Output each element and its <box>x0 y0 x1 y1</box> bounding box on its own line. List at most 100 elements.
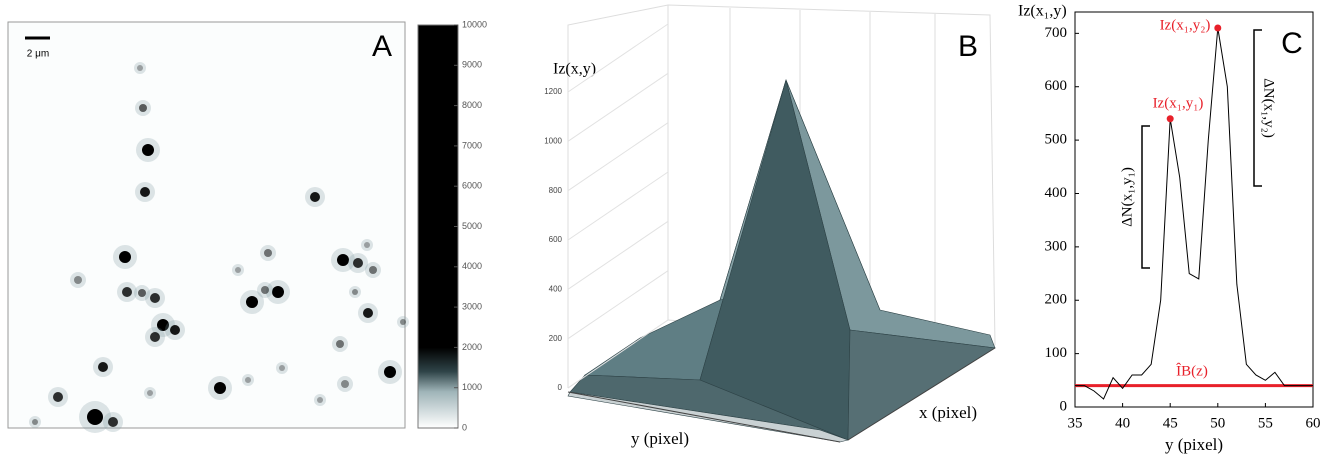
spot <box>138 289 146 297</box>
spot <box>235 267 241 273</box>
spot <box>363 308 373 318</box>
spot <box>150 293 160 303</box>
panel-c: Iz(x₁,y) y (pixel) C Iz(x₁,y₁) Iz(x₁,y₂)… <box>1018 3 1321 454</box>
colorbar-tick-label: 7000 <box>462 140 482 150</box>
spot <box>108 417 118 427</box>
spot-halo <box>29 416 41 428</box>
grid-line <box>567 220 669 290</box>
x-tick-label: 35 <box>1068 415 1083 431</box>
spot <box>147 390 153 396</box>
spot-halo <box>70 272 86 288</box>
spot-halo <box>134 62 146 74</box>
spot-halo <box>242 374 254 386</box>
y-tick-label: 500 <box>1045 132 1068 148</box>
z-tick-label: 0 <box>558 383 563 392</box>
spot <box>53 392 63 402</box>
delta-label: ΔN(x₁,y₁) <box>1119 167 1135 227</box>
spot <box>74 276 82 284</box>
spot <box>261 286 269 294</box>
spot-halo <box>314 394 326 406</box>
spot <box>337 254 349 266</box>
grid-line <box>567 319 669 389</box>
spot <box>98 362 108 372</box>
x-tick-label: 45 <box>1163 415 1178 431</box>
colorbar-tick-label: 9000 <box>462 60 482 70</box>
y-tick-label: 700 <box>1045 25 1068 41</box>
grid-line <box>567 72 669 142</box>
data-line <box>1075 27 1313 400</box>
spot <box>264 249 272 257</box>
spot <box>139 104 147 112</box>
y-tick-label: 400 <box>1045 185 1068 201</box>
colorbar-tick-label: 0 <box>462 422 467 432</box>
x-tick-label: 60 <box>1306 415 1321 431</box>
spot <box>32 419 38 425</box>
y-axis-label: Iz(x₁,y) <box>1018 3 1067 20</box>
colorbar-tick-label: 5000 <box>462 221 482 231</box>
spot <box>119 251 131 263</box>
spot-halo <box>361 239 373 251</box>
baseline-label: ÎB(z) <box>1176 362 1208 379</box>
spot <box>310 192 320 202</box>
panel-b: B Iz(x,y) y (pixel) x (pixel) 0 200 400 600… <box>544 4 996 448</box>
z-tick-label: 1000 <box>544 136 562 145</box>
spot <box>341 380 349 388</box>
spot-halo <box>276 362 288 374</box>
spot <box>352 289 358 295</box>
colorbar-tick-label: 6000 <box>462 181 482 191</box>
y-axis-label: x (pixel) <box>919 403 977 422</box>
spot <box>87 409 103 425</box>
z-tick-label: 200 <box>549 334 563 343</box>
spot <box>170 325 180 335</box>
z-tick-label: 600 <box>549 235 563 244</box>
peak-label: Iz(x₁,y₂) <box>1160 17 1211 33</box>
delta-label: ΔN(x₁,y₂) <box>1261 78 1277 138</box>
z-tick-label: 400 <box>549 284 563 293</box>
peak-label: Iz(x₁,y₁) <box>1153 95 1204 111</box>
peak-marker <box>1214 24 1222 32</box>
panel-label: A <box>372 30 392 63</box>
z-tick-label: 1200 <box>544 87 562 96</box>
grid-line <box>567 23 669 93</box>
spot <box>137 65 143 71</box>
spot <box>157 319 169 331</box>
y-tick-label: 300 <box>1045 238 1068 254</box>
grid-line <box>567 270 669 340</box>
spot <box>364 242 370 248</box>
spot <box>279 365 285 371</box>
image-frame <box>7 21 406 429</box>
spot <box>140 187 150 197</box>
grid-line <box>567 171 669 241</box>
panel-label: B <box>958 30 978 63</box>
spot <box>246 296 258 308</box>
colorbar <box>417 24 459 429</box>
colorbar-tick-label: 4000 <box>462 261 482 271</box>
spot-halo <box>349 286 361 298</box>
y-tick-label: 100 <box>1045 345 1068 361</box>
z-axis-label: Iz(x,y) <box>553 61 596 78</box>
y-tick-label: 600 <box>1045 78 1068 94</box>
z-tick-label: 800 <box>549 186 563 195</box>
spot <box>317 397 323 403</box>
spot <box>369 266 377 274</box>
colorbar-tick-label: 3000 <box>462 301 482 311</box>
spot <box>245 377 251 383</box>
spot <box>272 286 284 298</box>
spot-halo <box>397 316 409 328</box>
x-tick-label: 50 <box>1210 415 1225 431</box>
x-axis-label: y (pixel) <box>631 429 689 448</box>
x-tick-label: 40 <box>1115 415 1130 431</box>
x-tick-label: 55 <box>1258 415 1273 431</box>
spot <box>142 144 154 156</box>
spot <box>336 340 344 348</box>
y-tick-label: 200 <box>1045 292 1068 308</box>
axes <box>567 347 996 443</box>
surface <box>567 78 996 443</box>
colorbar-tick-label: 10000 <box>462 19 487 29</box>
spot <box>384 366 396 378</box>
scale-bar-label: 2 μm <box>27 49 49 60</box>
spot <box>214 382 226 394</box>
panel-a: 2 μm A 0 1000 2000 3000 4000 5000 6000 7000 8000… <box>7 19 487 433</box>
spot-halo <box>232 264 244 276</box>
spot <box>353 258 363 268</box>
